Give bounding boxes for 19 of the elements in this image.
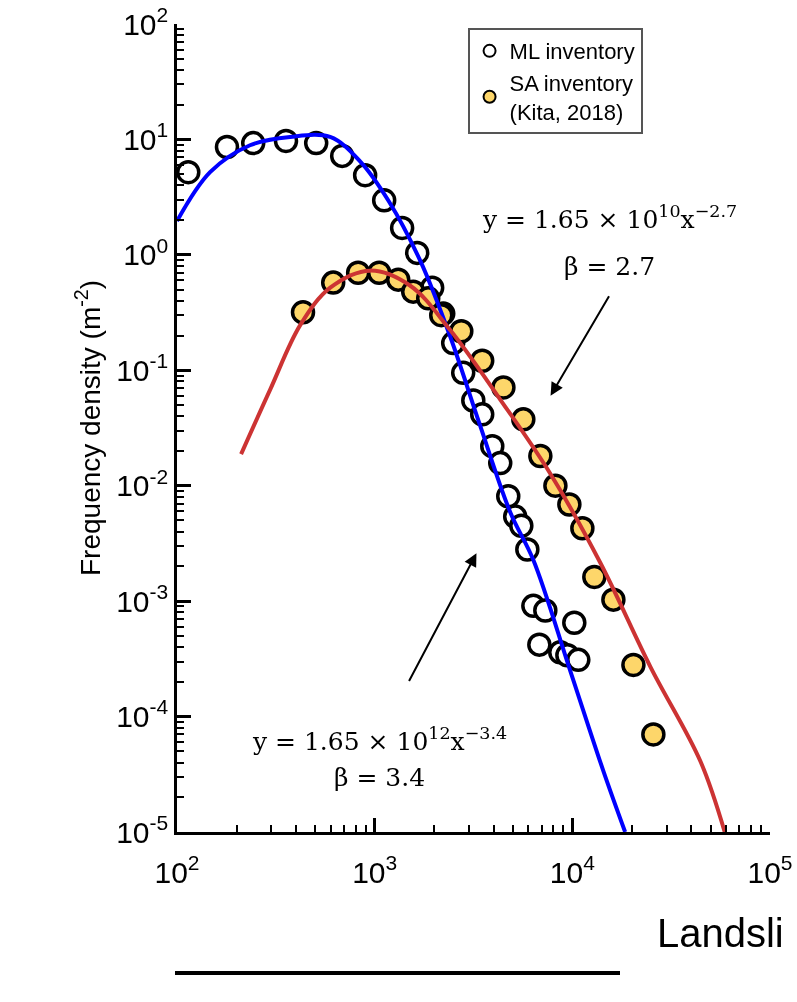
annotation: β = 3.4 [334, 763, 426, 792]
annotation: y = 1.65 × 10$^{10}$x$^{−2.7}$ [482, 201, 738, 234]
y-tick-label: 10$^{0}$ [123, 233, 169, 272]
x-tick-label: 10$^{5}$ [747, 851, 793, 889]
y-tick-label: 10$^{2}$ [123, 2, 169, 41]
annotation: y = 1.65 × 10$^{12}$x$^{−3.4}$ [252, 723, 508, 756]
x-tick-label: 10$^{3}$ [352, 851, 398, 889]
y-tick-label: 10$^{-3}$ [116, 580, 169, 618]
y-tick-label: 10$^{1}$ [123, 118, 169, 156]
annotation: β = 2.7 [564, 252, 656, 281]
y-tick-label: 10$^{-2}$ [116, 464, 169, 503]
legend-label: ML inventory [509, 39, 635, 65]
x-axis-title: Landsli [657, 911, 784, 955]
y-tick-label: 10$^{-1}$ [116, 349, 169, 387]
y-tick-label: 10$^{-5}$ [116, 810, 169, 849]
x-tick-label: 10$^{2}$ [154, 851, 200, 889]
legend-label: SA inventory (Kita, 2018) [509, 71, 634, 125]
x-tick-label: 10$^{4}$ [549, 851, 596, 889]
y-tick-label: 10$^{-4}$ [116, 695, 169, 734]
